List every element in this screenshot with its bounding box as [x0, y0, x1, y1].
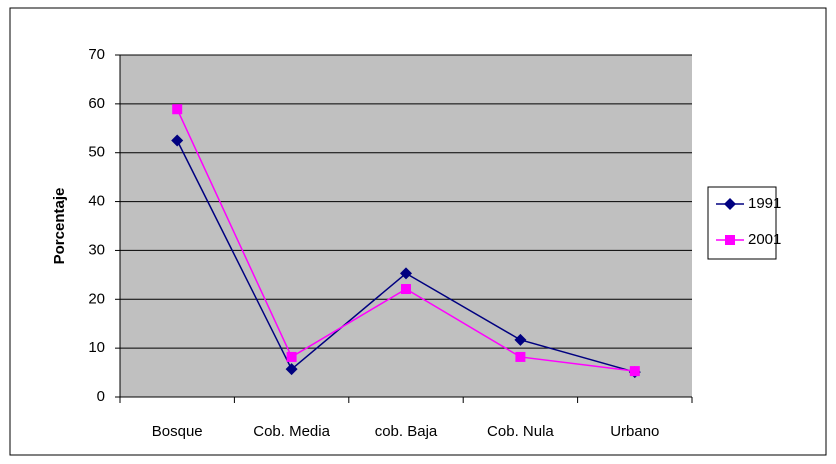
marker — [725, 235, 735, 245]
marker — [286, 351, 297, 362]
x-tick-label: Urbano — [610, 423, 659, 440]
x-tick-label: cob. Baja — [375, 423, 438, 440]
marker — [400, 267, 412, 280]
y-tick-label: 60 — [88, 95, 105, 112]
marker — [401, 284, 411, 295]
legend-label: 1991 — [748, 195, 781, 212]
y-tick-label: 50 — [88, 144, 105, 161]
marker — [172, 104, 183, 115]
x-tick-label: Cob. Nula — [487, 423, 554, 440]
x-tick-label: Bosque — [152, 423, 203, 440]
y-tick-label: 10 — [88, 339, 105, 356]
x-tick-label: Cob. Media — [253, 423, 330, 440]
y-tick-label: 0 — [97, 388, 105, 405]
marker — [171, 134, 184, 147]
y-axis-label: Porcentaje — [51, 188, 68, 265]
marker — [515, 351, 526, 362]
legend-box — [707, 186, 777, 260]
marker — [285, 363, 298, 376]
marker — [724, 198, 736, 210]
plot-area — [120, 55, 692, 397]
y-tick-label: 70 — [88, 46, 105, 63]
marker — [514, 333, 527, 346]
y-tick-label: 30 — [88, 241, 105, 258]
legend-label: 2001 — [748, 231, 781, 248]
y-tick-label: 40 — [88, 193, 105, 210]
marker — [629, 366, 640, 377]
y-tick-label: 20 — [88, 290, 105, 307]
